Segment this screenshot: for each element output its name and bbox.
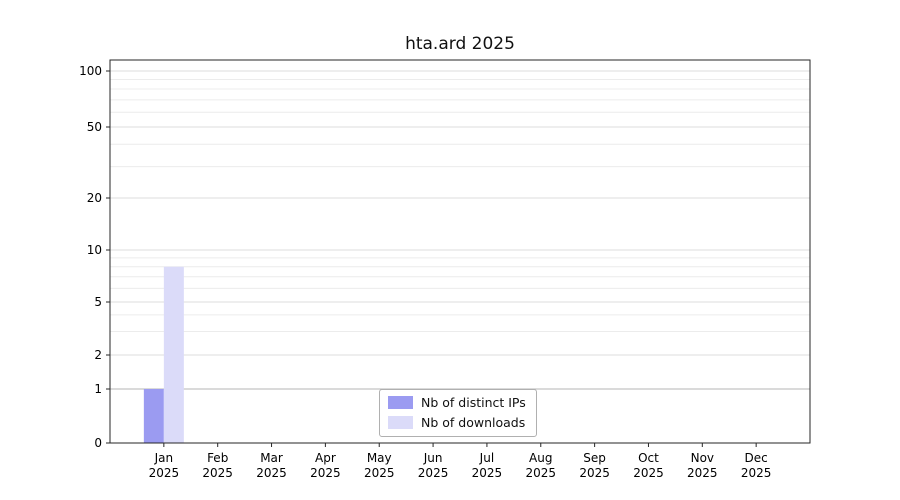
chart-title: hta.ard 2025 [405, 34, 515, 54]
x-tick-label-month: Oct [638, 451, 659, 465]
x-tick-label-year: 2025 [310, 466, 341, 480]
x-tick-label-month: Sep [583, 451, 606, 465]
legend-item-downloads: Nb of downloads [388, 415, 526, 430]
x-tick-label-month: Jun [423, 451, 443, 465]
x-tick-label-year: 2025 [149, 466, 180, 480]
x-tick-label-year: 2025 [579, 466, 610, 480]
plot-border [109, 59, 811, 444]
x-tick-label-month: Apr [315, 451, 336, 465]
x-tick-label-month: May [367, 451, 392, 465]
x-tick-label-year: 2025 [256, 466, 287, 480]
y-tick-label: 0 [94, 436, 102, 450]
legend-swatch-distinct-ips [388, 396, 413, 409]
x-tick-label-year: 2025 [741, 466, 772, 480]
y-tick-label: 1 [94, 382, 102, 396]
legend-item-distinct-ips: Nb of distinct IPs [388, 395, 526, 410]
legend-swatch-downloads [388, 416, 413, 429]
x-tick-label-year: 2025 [202, 466, 233, 480]
bar-downloads [163, 266, 184, 443]
x-tick-label-month: Jul [479, 451, 494, 465]
y-tick-label: 10 [87, 243, 102, 257]
legend: Nb of distinct IPs Nb of downloads [379, 389, 537, 437]
x-tick-label-year: 2025 [364, 466, 395, 480]
y-tick-label: 100 [79, 64, 102, 78]
x-tick-label-month: Jan [154, 451, 174, 465]
x-tick-label-year: 2025 [633, 466, 664, 480]
x-tick-label-year: 2025 [525, 466, 556, 480]
x-tick-label-year: 2025 [472, 466, 503, 480]
x-tick-label-year: 2025 [687, 466, 718, 480]
y-tick-label: 5 [94, 295, 102, 309]
y-tick-label: 20 [87, 191, 102, 205]
x-tick-label-month: Nov [691, 451, 714, 465]
y-tick-label: 50 [87, 120, 102, 134]
legend-label-downloads: Nb of downloads [421, 415, 526, 430]
x-tick-label-month: Feb [207, 451, 228, 465]
x-tick-label-month: Aug [529, 451, 552, 465]
y-tick-label: 2 [94, 348, 102, 362]
bar-distinct-ips [143, 389, 164, 443]
x-tick-label-year: 2025 [418, 466, 449, 480]
legend-label-distinct-ips: Nb of distinct IPs [421, 395, 526, 410]
x-tick-label-month: Mar [260, 451, 283, 465]
x-tick-label-month: Dec [745, 451, 768, 465]
